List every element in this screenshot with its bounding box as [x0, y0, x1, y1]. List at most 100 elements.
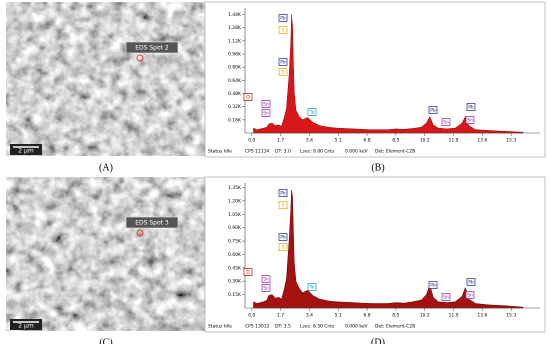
x-tick-label: 3.4	[306, 138, 313, 144]
spot-label: EDS Spot 2	[135, 45, 169, 52]
y-tick-label: 1.28K	[228, 25, 242, 31]
y-tick-label: 0.32K	[228, 104, 242, 110]
y-tick-label: 0.90K	[228, 225, 242, 231]
annotation-box	[441, 118, 451, 126]
annotation: Sn	[467, 293, 473, 299]
annotation-box	[278, 26, 288, 34]
status-text: Lsec: 8.5	[300, 324, 320, 330]
annotation: S	[282, 70, 285, 76]
sem-image	[6, 177, 206, 331]
y-tick-label: 0.96K	[228, 52, 242, 58]
annotation-box	[278, 68, 288, 76]
status-text: 0.000 keV	[345, 149, 369, 155]
scale-box	[10, 319, 42, 330]
annotation-box	[465, 116, 475, 124]
annotation: Pb	[280, 235, 286, 241]
y-tick-label: 0.15K	[228, 292, 242, 298]
annotation-box	[261, 275, 271, 283]
x-tick-label: 5.1	[335, 138, 342, 144]
panel-label: (C)	[99, 337, 112, 344]
annotation: S	[282, 245, 285, 251]
x-tick-label: 13.6	[477, 138, 487, 144]
annotation-box	[278, 189, 288, 197]
x-tick-label: 0.0	[248, 138, 255, 144]
y-tick-label: 1.20K	[228, 198, 242, 204]
panel-label: (D)	[371, 337, 385, 344]
annotation-box	[465, 291, 475, 299]
y-tick-label: 1.35K	[228, 185, 242, 191]
annotation: S	[282, 203, 285, 209]
x-tick-label: 8.5	[392, 313, 399, 319]
annotation-box	[428, 281, 438, 289]
scale-box	[10, 144, 42, 155]
annotation: Te	[309, 285, 315, 291]
spot-marker	[136, 54, 144, 62]
annotation: Te	[309, 110, 315, 116]
annotation-box	[278, 243, 288, 251]
x-tick-label: 10.2	[420, 138, 430, 144]
annotation: Pb	[280, 60, 286, 66]
y-tick-label: 0.30K	[228, 279, 242, 285]
x-tick-label: 10.2	[420, 313, 430, 319]
x-tick-label: 8.5	[392, 138, 399, 144]
scale-label: 2 μm	[18, 148, 34, 155]
annotation-box	[428, 106, 438, 114]
status-text: Det: Element-C2B	[375, 149, 415, 155]
x-tick-label: 11.9	[449, 313, 459, 319]
spot-label-box	[125, 216, 179, 229]
status-text: DT: 3.5	[275, 324, 291, 330]
status-text: CPS 13012	[245, 324, 270, 330]
x-tick-label: 6.8	[363, 313, 370, 319]
annotation: Sn	[467, 118, 473, 124]
annotation-box	[261, 109, 271, 117]
annotation-box	[466, 103, 476, 111]
annotation-box	[307, 283, 317, 291]
x-tick-label: 0.0	[248, 313, 255, 319]
annotation: Sn	[263, 102, 269, 108]
annotation-box	[278, 58, 288, 66]
annotation: Sn	[263, 111, 269, 117]
panel-label: (A)	[99, 162, 113, 173]
annotation-box	[243, 93, 253, 101]
annotation-box	[278, 201, 288, 209]
status-text: 0 Cnts	[320, 324, 335, 330]
annotation-box	[243, 268, 253, 276]
sem-image	[6, 2, 206, 156]
x-tick-label: 13.6	[477, 313, 487, 319]
x-tick-label: 11.9	[449, 138, 459, 144]
annotation-box	[307, 108, 317, 116]
annotation: Pb	[430, 283, 436, 289]
annotation-box	[441, 293, 451, 301]
y-tick-label: 0.16K	[228, 117, 242, 123]
panel-label: (B)	[371, 162, 384, 173]
annotation-box	[278, 233, 288, 241]
status-text: Lsec: 9.0	[300, 149, 320, 155]
y-tick-label: 0.45K	[228, 265, 242, 271]
status-text: 0 Cnts	[320, 149, 335, 155]
x-tick-label: 15.3	[506, 138, 516, 144]
annotation-box	[466, 278, 476, 286]
y-tick-label: 1.12K	[228, 38, 242, 44]
x-tick-label: 1.7	[277, 313, 284, 319]
x-tick-label: 5.1	[335, 313, 342, 319]
y-tick-label: 0.48K	[228, 91, 242, 97]
spot-label: EDS Spot 3	[135, 220, 169, 227]
y-tick-label: 0.75K	[228, 239, 242, 245]
annotation: Pb	[280, 16, 286, 22]
x-tick-label: 15.3	[506, 313, 516, 319]
annotation: Pb	[468, 105, 474, 111]
annotation: Sn	[443, 120, 449, 126]
y-tick-label: 0.60K	[228, 252, 242, 258]
x-tick-label: 1.7	[277, 138, 284, 144]
status-text: Status Idle	[208, 149, 232, 155]
annotation: Sn	[263, 277, 269, 283]
x-tick-label: 6.8	[363, 138, 370, 144]
status-text: Det: Element-C2B	[375, 324, 415, 330]
annotation: Pb	[430, 108, 436, 114]
spot-label-box	[125, 41, 179, 54]
status-text: 0.000 keV	[345, 324, 369, 330]
y-tick-label: 0.64K	[228, 78, 242, 84]
annotation-box	[278, 14, 288, 22]
annotation: O	[246, 95, 250, 101]
